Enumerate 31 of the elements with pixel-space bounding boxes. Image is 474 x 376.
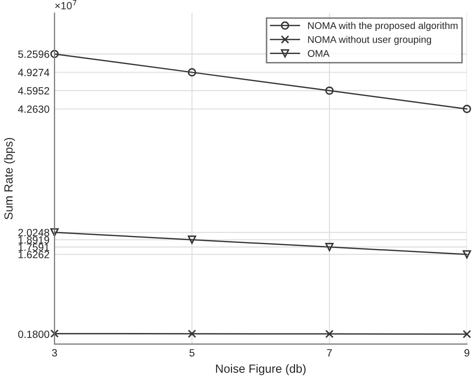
- y-tick-label: 5.2596: [18, 50, 50, 58]
- legend-label: NOMA with the proposed algorithm: [308, 22, 458, 31]
- point: [325, 242, 334, 252]
- y-tick-label: 4.5952: [18, 87, 50, 95]
- point: [188, 236, 196, 244]
- y-axis-title: Sum Rate (bps): [4, 138, 16, 220]
- y-tick-label: 0.1800: [18, 330, 50, 338]
- point: [325, 86, 334, 95]
- y-tick-label: 1.7591: [18, 244, 50, 251]
- point: [50, 329, 59, 338]
- point: [325, 330, 334, 338]
- y-tick-label: 4.9274: [18, 68, 50, 76]
- point: [188, 68, 196, 76]
- point: [50, 50, 59, 58]
- y-tick-label: 2.0248: [18, 228, 50, 236]
- point: [462, 330, 472, 338]
- point: [188, 330, 196, 338]
- text: ×10$^{7}$: [55, 0, 76, 10]
- y-tick-label: 4.2630: [18, 105, 50, 113]
- y-tick-label: 1.8919: [18, 236, 50, 244]
- x-axis-title: Noise Figure (db): [216, 364, 306, 376]
- x-tick-label: 9: [464, 349, 470, 357]
- point: [50, 228, 59, 237]
- x-tick-label: 3: [52, 349, 57, 357]
- x-tick-label: 5: [189, 349, 194, 357]
- point: [462, 250, 472, 259]
- point: [462, 104, 472, 114]
- legend-label: OMA: [308, 50, 330, 57]
- legend-label: NOMA without user grouping: [308, 36, 432, 45]
- y-tick-label: 1.6262: [18, 250, 50, 258]
- x-tick-label: 7: [327, 349, 332, 356]
